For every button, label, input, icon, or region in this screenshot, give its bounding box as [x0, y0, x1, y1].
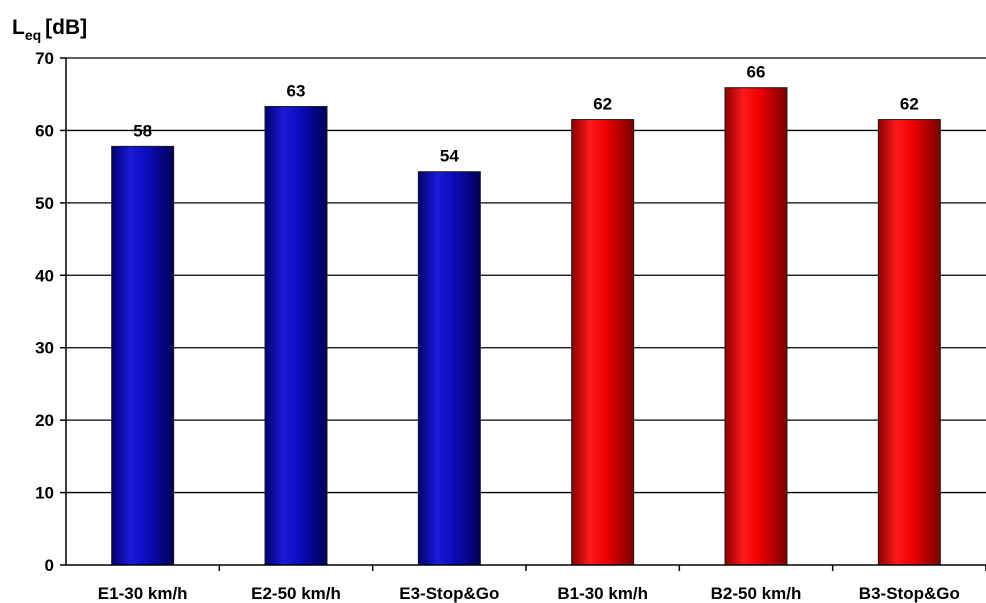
x-category-label-4: B1-30 km/h	[557, 584, 648, 603]
data-label-3: 54	[440, 147, 459, 166]
y-tick-label-20: 20	[35, 411, 54, 430]
y-tick-label-60: 60	[35, 121, 54, 140]
x-category-label-3: E3-Stop&Go	[399, 584, 499, 603]
y-axis-title-main: L	[12, 16, 25, 39]
bar-2	[264, 106, 328, 566]
y-axis-title: Leq [dB]	[12, 16, 87, 43]
y-tick-label-30: 30	[35, 339, 54, 358]
bar-4	[571, 119, 635, 566]
x-category-label-5: B2-50 km/h	[711, 584, 802, 603]
bar-5	[724, 87, 788, 566]
bars	[111, 87, 941, 566]
x-axis-category-labels: E1-30 km/h E2-50 km/h E3-Stop&Go B1-30 km/h…	[98, 565, 986, 603]
y-axis-ticks: 0 10 20 30 40 50 60 70	[35, 49, 66, 575]
x-category-label-1: E1-30 km/h	[98, 584, 188, 603]
y-tick-label-50: 50	[35, 194, 54, 213]
data-labels: 58 63 54 62 66 62	[133, 63, 919, 166]
data-label-6: 62	[900, 95, 919, 114]
y-tick-label-0: 0	[45, 556, 54, 575]
bar-6	[877, 119, 941, 566]
y-tick-label-40: 40	[35, 266, 54, 285]
data-label-4: 62	[593, 95, 612, 114]
y-axis-title-subscript: eq	[25, 27, 41, 43]
gridlines	[66, 57, 986, 494]
y-tick-label-70: 70	[35, 49, 54, 68]
data-label-5: 66	[747, 63, 766, 82]
data-label-2: 63	[287, 82, 306, 101]
x-category-label-6: B3-Stop&Go	[859, 584, 960, 603]
y-tick-label-10: 10	[35, 484, 54, 503]
bar-1	[111, 145, 175, 566]
data-label-1: 58	[133, 121, 152, 140]
y-axis-title-unit: [dB]	[45, 16, 87, 39]
bar-3	[417, 171, 481, 566]
x-category-label-2: E2-50 km/h	[251, 584, 341, 603]
